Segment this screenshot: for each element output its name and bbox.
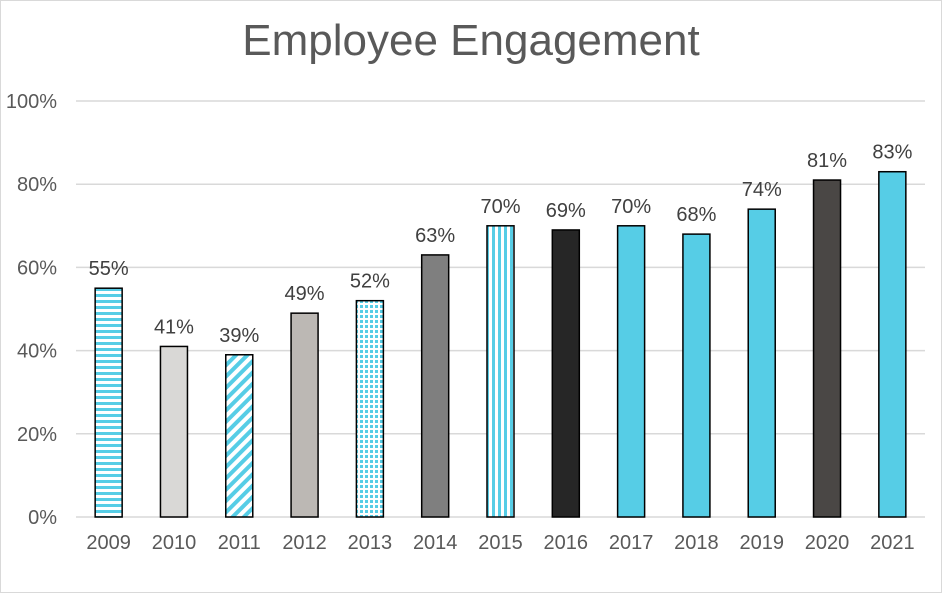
data-label-2011: 39%: [219, 325, 259, 347]
bar-2013: [355, 299, 385, 518]
data-label-2017: 70%: [611, 196, 651, 218]
data-label-2010: 41%: [154, 316, 194, 338]
data-label-2015: 70%: [480, 196, 520, 218]
x-tick-label-2016: 2016: [544, 532, 589, 554]
y-tick-label: 0%: [28, 507, 57, 529]
bar-2009: [94, 287, 123, 518]
y-tick-label: 100%: [6, 91, 57, 113]
chart-title: Employee Engagement: [242, 16, 700, 65]
bar-2012: [290, 312, 319, 518]
bar-2017: [616, 225, 646, 518]
bar-2014: [420, 254, 450, 518]
x-tick-label-2013: 2013: [348, 532, 393, 554]
x-tick-label-2017: 2017: [609, 532, 654, 554]
x-tick-label-2020: 2020: [805, 532, 850, 554]
bar-2021: [878, 170, 907, 518]
x-tick-label-2009: 2009: [86, 532, 131, 554]
x-tick-label-2010: 2010: [152, 532, 197, 554]
data-label-2018: 68%: [676, 204, 716, 226]
bar-2018: [682, 233, 711, 518]
bar-2016: [551, 229, 581, 518]
data-label-2009: 55%: [89, 258, 129, 280]
x-tick-label-2012: 2012: [282, 532, 327, 554]
data-label-2016: 69%: [546, 200, 586, 222]
bar-2020: [812, 179, 842, 518]
data-label-2012: 49%: [285, 283, 325, 305]
data-label-2019: 74%: [742, 179, 782, 201]
y-tick-label: 60%: [17, 257, 57, 279]
x-tick-label-2018: 2018: [674, 532, 719, 554]
bar-2010: [159, 345, 189, 518]
data-label-2021: 83%: [872, 142, 912, 164]
x-tick-label-2011: 2011: [218, 532, 261, 554]
bar-2011: [225, 354, 254, 518]
x-tick-label-2015: 2015: [478, 532, 523, 554]
y-tick-label: 20%: [17, 424, 57, 446]
y-tick-label: 40%: [17, 341, 57, 363]
bar-2015: [486, 225, 515, 518]
data-label-2020: 81%: [807, 150, 847, 172]
y-tick-label: 80%: [17, 174, 57, 196]
x-tick-label-2019: 2019: [739, 532, 784, 554]
bar-2019: [747, 208, 776, 518]
x-tick-label-2014: 2014: [413, 532, 458, 554]
x-tick-label-2021: 2021: [870, 532, 915, 554]
data-label-2013: 52%: [350, 271, 390, 293]
data-label-2014: 63%: [415, 225, 455, 247]
